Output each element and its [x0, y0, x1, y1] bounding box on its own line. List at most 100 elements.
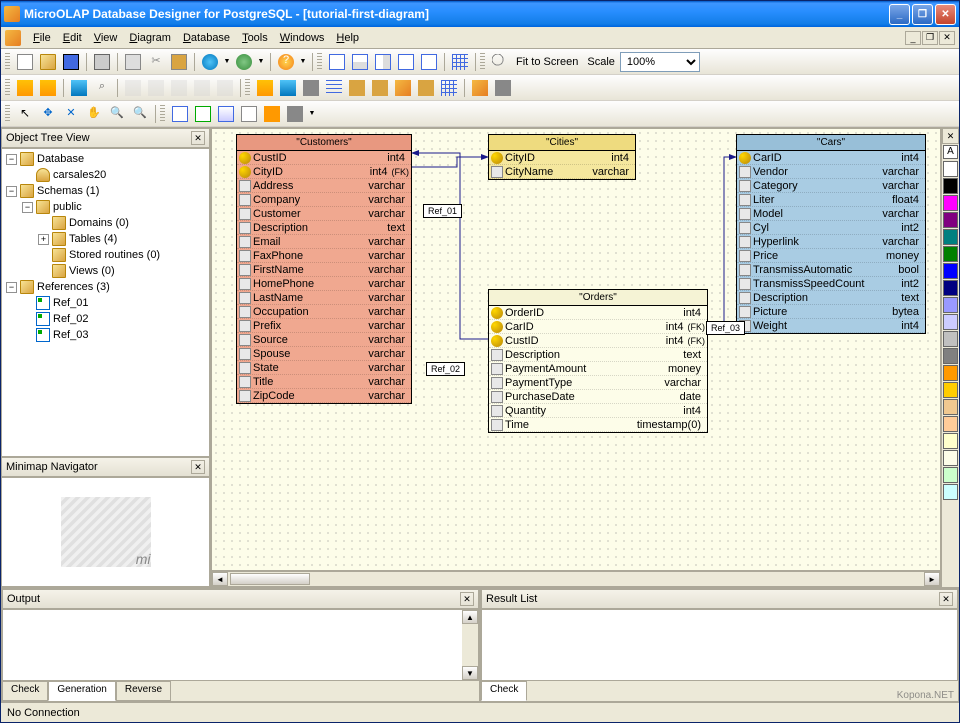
column-row[interactable]: Literfloat4 [737, 193, 925, 207]
column-row[interactable]: LastNamevarchar [237, 291, 411, 305]
find-button[interactable]: ⌕ [91, 77, 113, 99]
db7-button[interactable] [168, 77, 190, 99]
menu-edit[interactable]: Edit [57, 30, 88, 46]
column-row[interactable]: ZipCodevarchar [237, 389, 411, 403]
color-swatch[interactable] [943, 161, 958, 177]
column-row[interactable]: Sourcevarchar [237, 333, 411, 347]
view2-button[interactable] [349, 51, 371, 73]
column-row[interactable]: HomePhonevarchar [237, 277, 411, 291]
column-row[interactable]: Occupationvarchar [237, 305, 411, 319]
output-scroll-up[interactable]: ▲ [462, 610, 478, 624]
column-row[interactable]: Weightint4 [737, 319, 925, 333]
mdi-minimize-button[interactable]: _ [905, 31, 921, 45]
delete-button[interactable]: ✕ [60, 103, 82, 125]
view5-button[interactable] [418, 51, 440, 73]
col-tool-button[interactable] [215, 103, 237, 125]
stamp-tool-button[interactable] [261, 103, 283, 125]
redo-dropdown[interactable]: ▼ [256, 51, 266, 73]
db9-button[interactable] [214, 77, 236, 99]
group-dropdown[interactable]: ▼ [307, 103, 317, 125]
help-dropdown[interactable]: ▼ [298, 51, 308, 73]
column-row[interactable]: PaymentTypevarchar [489, 376, 707, 390]
move-button[interactable]: ✥ [37, 103, 59, 125]
db3-button[interactable] [68, 77, 90, 99]
view3-button[interactable] [372, 51, 394, 73]
zoom-button[interactable] [489, 51, 511, 73]
align10-button[interactable] [469, 77, 491, 99]
redo-button[interactable] [233, 51, 255, 73]
color-swatch[interactable] [943, 263, 958, 279]
result-close-button[interactable]: ✕ [939, 592, 953, 606]
column-row[interactable]: Emailvarchar [237, 235, 411, 249]
color-swatch[interactable] [943, 433, 958, 449]
open-button[interactable] [37, 51, 59, 73]
column-row[interactable]: Timetimestamp(0) [489, 418, 707, 432]
tab-check[interactable]: Check [2, 681, 48, 701]
color-swatch[interactable] [943, 467, 958, 483]
align2-button[interactable] [277, 77, 299, 99]
paste-button[interactable] [168, 51, 190, 73]
ref-label[interactable]: Ref_03 [706, 321, 745, 335]
ref-label[interactable]: Ref_02 [426, 362, 465, 376]
column-row[interactable]: CarIDint4(FK) [489, 320, 707, 334]
color-swatch[interactable] [943, 382, 958, 398]
output-scroll-down[interactable]: ▼ [462, 666, 478, 680]
group-tool-button[interactable] [284, 103, 306, 125]
zoom-out-button[interactable]: 🔍 [129, 103, 151, 125]
minimap[interactable] [1, 477, 210, 587]
column-row[interactable]: CarIDint4 [737, 151, 925, 165]
color-swatch[interactable] [943, 229, 958, 245]
column-row[interactable]: Modelvarchar [737, 207, 925, 221]
color-swatch[interactable] [943, 178, 958, 194]
pointer-button[interactable]: ↖ [14, 103, 36, 125]
column-row[interactable]: CustIDint4 [237, 151, 411, 165]
color-swatch[interactable] [943, 212, 958, 228]
tree-node[interactable]: Ref_01 [4, 295, 207, 311]
column-row[interactable]: Picturebytea [737, 305, 925, 319]
note-tool-button[interactable] [238, 103, 260, 125]
tab-check[interactable]: Check [481, 681, 527, 701]
align4-button[interactable] [323, 77, 345, 99]
color-swatch[interactable] [943, 450, 958, 466]
column-row[interactable]: Statevarchar [237, 361, 411, 375]
tree-node[interactable]: −Database [4, 151, 207, 167]
column-row[interactable]: OrderIDint4 [489, 306, 707, 320]
minimize-button[interactable]: _ [889, 4, 910, 25]
column-row[interactable]: Hyperlinkvarchar [737, 235, 925, 249]
column-row[interactable]: CityNamevarchar [489, 165, 635, 179]
save-button[interactable] [60, 51, 82, 73]
table-orders[interactable]: "Orders"OrderIDint4CarIDint4(FK)CustIDin… [488, 289, 708, 433]
menu-help[interactable]: Help [330, 30, 365, 46]
menu-windows[interactable]: Windows [274, 30, 331, 46]
menu-diagram[interactable]: Diagram [123, 30, 177, 46]
view4-button[interactable] [395, 51, 417, 73]
tree-node[interactable]: +Tables (4) [4, 231, 207, 247]
column-row[interactable]: Descriptiontext [489, 348, 707, 362]
align5-button[interactable] [346, 77, 368, 99]
tab-generation[interactable]: Generation [48, 681, 115, 701]
color-swatch[interactable] [943, 365, 958, 381]
align1-button[interactable] [254, 77, 276, 99]
color-swatch[interactable] [943, 331, 958, 347]
column-row[interactable]: Pricemoney [737, 249, 925, 263]
db2-button[interactable] [37, 77, 59, 99]
tree-node[interactable]: −public [4, 199, 207, 215]
column-row[interactable]: FirstNamevarchar [237, 263, 411, 277]
db1-button[interactable] [14, 77, 36, 99]
help-button[interactable]: ? [275, 51, 297, 73]
color-swatch[interactable] [943, 246, 958, 262]
column-row[interactable]: TransmissSpeedCountint2 [737, 277, 925, 291]
palette-close-button[interactable]: ✕ [942, 128, 959, 144]
db6-button[interactable] [145, 77, 167, 99]
align3-button[interactable] [300, 77, 322, 99]
tree-close-button[interactable]: ✕ [191, 131, 205, 145]
color-swatch[interactable] [943, 314, 958, 330]
tree-node[interactable]: Ref_03 [4, 327, 207, 343]
new-button[interactable] [14, 51, 36, 73]
copy-button[interactable] [122, 51, 144, 73]
zoom-in-button[interactable]: 🔍 [106, 103, 128, 125]
column-row[interactable]: Prefixvarchar [237, 319, 411, 333]
mdi-restore-button[interactable]: ❐ [922, 31, 938, 45]
menu-view[interactable]: View [88, 30, 124, 46]
diagram-canvas[interactable]: "Customers"CustIDint4CityIDint4(FK)Addre… [211, 128, 941, 571]
